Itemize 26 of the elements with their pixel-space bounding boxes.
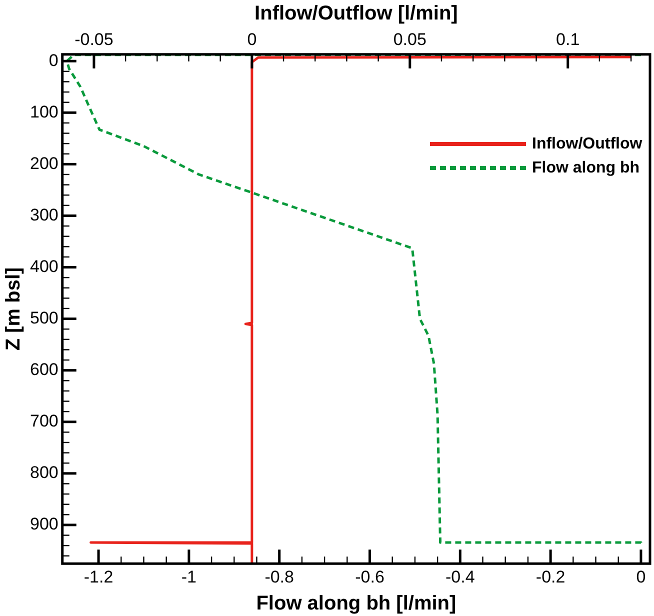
y-axis-title: Z [m bsl] [2,267,25,351]
x2-tick-label: 0 [247,30,257,49]
legend-label: Inflow/Outflow [532,135,643,152]
x-tick-label: -0.6 [355,567,384,586]
y-tick-label: 300 [30,205,58,224]
y-tick-label: 200 [30,154,58,173]
x-axis-title: Flow along bh [l/min] [256,592,456,615]
y-tick-label: 100 [30,102,58,122]
y-tick-label: 600 [30,360,58,380]
x-tick-label: -0.8 [264,567,294,586]
x2-axis-title: Inflow/Outflow [l/min] [254,2,458,25]
y-tick-label: 0 [48,50,58,70]
x2-tick-label: 0.05 [393,30,426,49]
legend-label: Flow along bh [532,159,640,176]
x-tick-label: -0.2 [536,567,566,586]
x-tick-label: 0 [636,567,646,586]
x-tick-label: -1 [181,567,196,586]
x-tick-label: -0.4 [446,567,475,586]
y-tick-label: 500 [30,308,58,328]
x2-tick-label: -0.05 [74,30,114,49]
y-tick-label: 800 [30,463,58,482]
y-tick-label: 700 [30,412,58,431]
y-tick-label: 900 [30,514,58,534]
y-tick-label: 400 [30,256,58,276]
x2-tick-label: 0.1 [556,30,580,49]
x-tick-label: -1.2 [84,567,114,586]
